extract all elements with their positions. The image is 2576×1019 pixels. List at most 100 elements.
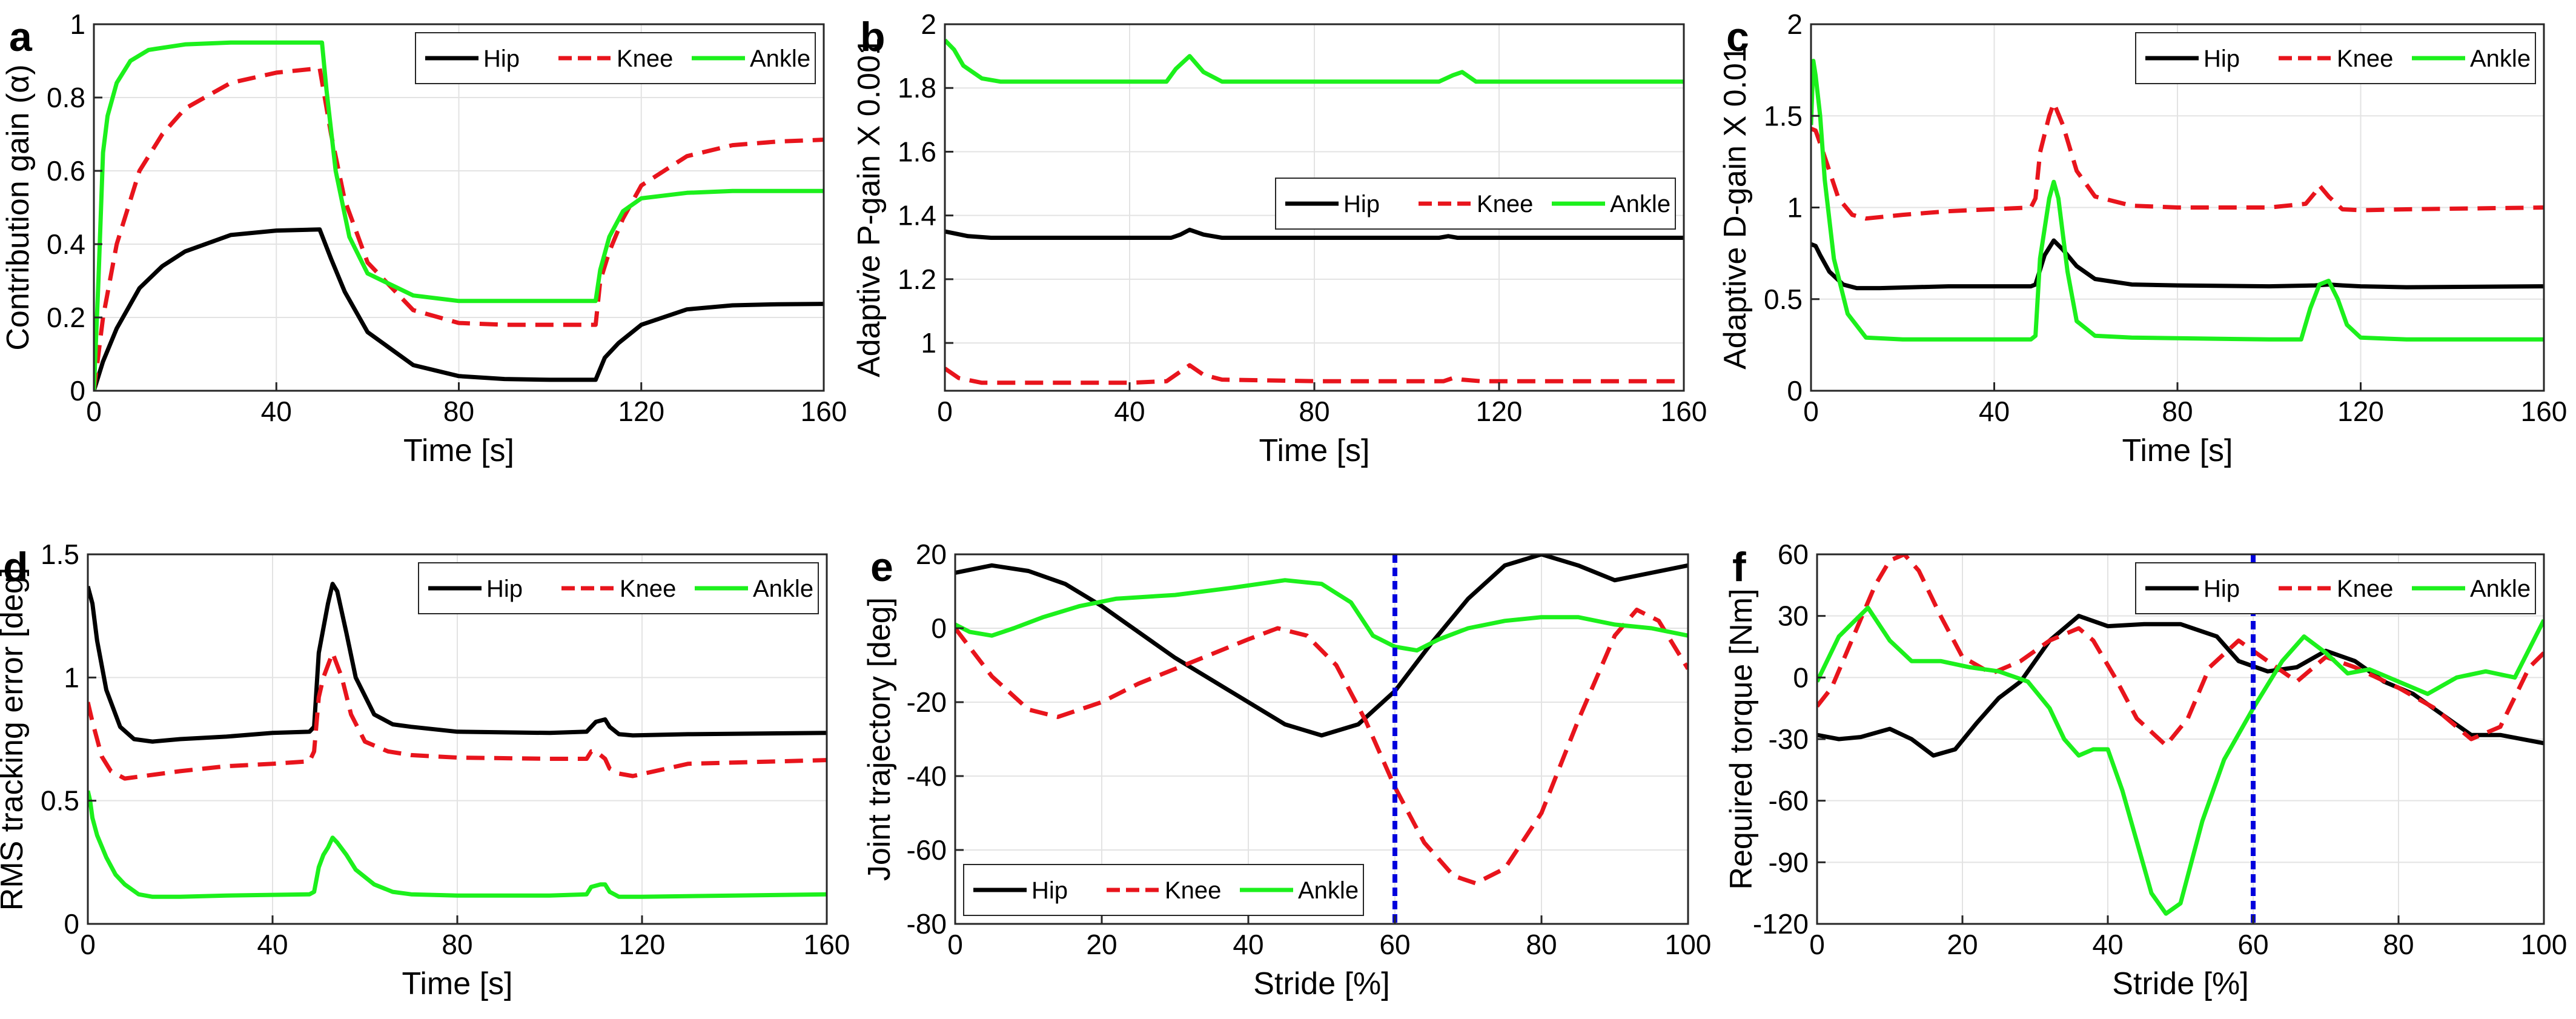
y-tick-label: -90 xyxy=(1769,846,1809,878)
y-tick-label: 0 xyxy=(1787,375,1803,407)
panel-letter: e xyxy=(870,544,893,590)
y-axis-label: Adaptive D-gain X 0.01 xyxy=(1718,45,1753,370)
panel-letter: a xyxy=(9,14,33,60)
x-tick-label: 160 xyxy=(801,396,847,427)
x-tick-label: 120 xyxy=(619,929,666,960)
series-line-hip xyxy=(88,582,827,744)
x-tick-label: 40 xyxy=(261,396,292,427)
legend: Hip Knee Ankle xyxy=(1275,178,1676,230)
panel-letter: b xyxy=(860,14,886,60)
x-tick-label: 40 xyxy=(1114,396,1145,427)
series-line-knee xyxy=(945,363,1684,385)
y-tick-label: 0.2 xyxy=(47,302,85,333)
legend-label-ankle: Ankle xyxy=(753,576,813,602)
panel-letter: f xyxy=(1732,544,1746,590)
legend-label-ankle: Ankle xyxy=(2470,45,2531,72)
panel-letter: d xyxy=(3,544,28,590)
x-tick-label: 100 xyxy=(1665,929,1712,960)
x-axis-label: Stride [%] xyxy=(2112,966,2248,1001)
y-tick-label: -60 xyxy=(1769,785,1809,817)
legend-label-hip: Hip xyxy=(2204,45,2240,72)
x-tick-label: 0 xyxy=(947,929,963,960)
panel-c: 0 40 80 120 160 0 0.5 1 1.5 2 Time [s] Adaptive D-g… xyxy=(1718,8,2567,468)
y-axis-label: Contribution gain (α) xyxy=(1,64,36,350)
legend-label-ankle: Ankle xyxy=(2470,576,2531,602)
x-tick-label: 60 xyxy=(1379,929,1410,960)
panel-b: 0 40 80 120 160 1 1.2 1.4 1.6 1.8 2 Time [s] Adaptiv… xyxy=(852,8,1707,468)
legend: Hip Knee Ankle xyxy=(963,864,1364,916)
y-tick-label: 0.6 xyxy=(47,155,85,187)
y-tick-label: -120 xyxy=(1753,908,1809,940)
series-group xyxy=(94,40,824,391)
series-group xyxy=(1817,554,2544,916)
series-group xyxy=(88,582,827,899)
x-tick-label: 160 xyxy=(804,929,850,960)
legend-label-knee: Knee xyxy=(2337,45,2393,72)
series-line-hip xyxy=(955,554,1688,738)
y-tick-label: -60 xyxy=(907,834,947,866)
y-tick-label: 1.5 xyxy=(1764,100,1803,131)
legend-box xyxy=(418,562,819,614)
x-tick-label: 40 xyxy=(2092,929,2123,960)
legend-label-hip: Hip xyxy=(483,45,520,72)
series-line-ankle xyxy=(1817,605,2544,916)
legend-label-knee: Knee xyxy=(1165,877,1221,904)
series-group xyxy=(955,554,1688,886)
panel-e: 0 20 40 60 80 100 -80 -60 -40 -20 0 20 Stride [%] Joi… xyxy=(862,539,1711,1001)
y-tick-label: 30 xyxy=(1778,600,1809,632)
y-tick-label: 0.4 xyxy=(47,228,85,260)
x-tick-label: 0 xyxy=(1809,929,1825,960)
x-tick-label: 40 xyxy=(1979,396,2010,427)
y-tick-label: 1 xyxy=(921,327,936,359)
y-tick-label: -30 xyxy=(1769,723,1809,755)
x-tick-label: 160 xyxy=(1661,396,1707,427)
y-tick-label: 0 xyxy=(70,375,85,407)
panel-d: 0 40 80 120 160 0 0.5 1 1.5 Time [s] RMS tracking … xyxy=(0,539,850,1001)
legend: Hip Knee Ankle xyxy=(2135,562,2536,614)
x-tick-label: 40 xyxy=(257,929,288,960)
series-line-ankle xyxy=(94,40,824,391)
y-tick-label: 0 xyxy=(1793,662,1809,693)
y-tick-label: 60 xyxy=(1778,539,1809,570)
x-tick-label: 40 xyxy=(1233,929,1263,960)
y-tick-label: 2 xyxy=(921,8,936,40)
x-axis-label: Stride [%] xyxy=(1253,966,1389,1001)
x-tick-label: 120 xyxy=(1476,396,1523,427)
x-axis-label: Time [s] xyxy=(1259,433,1370,468)
x-tick-label: 80 xyxy=(442,929,472,960)
x-tick-label: 160 xyxy=(2521,396,2568,427)
x-tick-label: 80 xyxy=(2162,396,2193,427)
series-line-ankle xyxy=(1811,59,2544,342)
x-tick-label: 60 xyxy=(2237,929,2268,960)
legend: Hip Knee Ankle xyxy=(2135,32,2536,84)
series-line-knee xyxy=(94,66,824,391)
y-tick-label: 1.2 xyxy=(898,264,936,295)
legend-label-hip: Hip xyxy=(1343,191,1380,217)
x-tick-label: 0 xyxy=(80,929,96,960)
series-line-knee xyxy=(1817,554,2544,748)
y-tick-label: 1 xyxy=(70,8,85,40)
y-tick-label: 0 xyxy=(64,908,79,940)
panel-a: 0 40 80 120 160 0 0.2 0.4 0.6 0.8 1 Time [s] Contrib… xyxy=(1,8,847,468)
panel-f: 0 20 40 60 80 100 -120 -90 -60 -30 0 30 60 Stride [%]… xyxy=(1724,539,2567,1001)
y-tick-label: 1 xyxy=(64,662,79,693)
y-tick-label: 1.5 xyxy=(41,539,79,570)
series-line-ankle xyxy=(88,790,827,899)
x-tick-label: 80 xyxy=(2383,929,2414,960)
axis-box xyxy=(954,553,1689,925)
y-tick-label: 20 xyxy=(916,539,947,570)
legend-label-ankle: Ankle xyxy=(1298,877,1359,904)
series-group xyxy=(1811,59,2544,342)
legend-label-hip: Hip xyxy=(2204,576,2240,602)
x-axis-label: Time [s] xyxy=(403,433,514,468)
x-axis-label: Time [s] xyxy=(2122,433,2233,468)
y-tick-label: -40 xyxy=(907,760,947,792)
x-tick-label: 20 xyxy=(1947,929,1978,960)
legend-label-knee: Knee xyxy=(617,45,673,72)
legend-label-ankle: Ankle xyxy=(750,45,810,72)
series-line-ankle xyxy=(955,578,1688,653)
legend-box xyxy=(415,32,816,84)
legend-label-knee: Knee xyxy=(2337,576,2393,602)
y-axis-label: Joint trajectory [deg] xyxy=(862,597,897,881)
